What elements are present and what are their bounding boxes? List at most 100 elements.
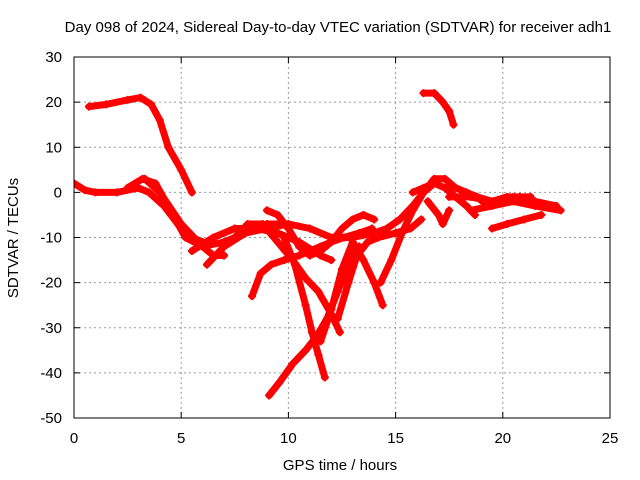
data-point-marker (320, 373, 329, 382)
data-point-marker (301, 301, 310, 310)
series-arc-l (316, 238, 387, 346)
data-point-marker (423, 197, 432, 206)
data-point-marker (230, 233, 239, 242)
data-point-marker (273, 210, 282, 219)
data-point-marker (305, 251, 314, 260)
data-point-marker (537, 210, 546, 219)
data-point-marker (265, 391, 274, 400)
data-point-marker (327, 238, 336, 247)
data-point-marker (258, 219, 267, 228)
y-tick-label: 30 (45, 49, 62, 66)
data-point-marker (155, 116, 164, 125)
data-point-marker (370, 215, 379, 224)
data-point-marker (440, 183, 449, 192)
data-point-marker (526, 192, 535, 201)
data-point-marker (353, 251, 362, 260)
data-point-marker (363, 238, 372, 247)
data-point-marker (295, 251, 304, 260)
series-arc-k (280, 233, 329, 382)
data-point-marker (164, 143, 173, 152)
data-point-marker (123, 183, 132, 192)
data-point-marker (123, 95, 132, 104)
data-point-marker (230, 224, 239, 233)
data-point-marker (140, 174, 149, 183)
x-axis-label: GPS time / hours (283, 457, 397, 474)
data-point-marker (462, 201, 471, 210)
data-point-marker (280, 256, 289, 265)
data-point-marker (314, 350, 323, 359)
y-axis-label: SDTVAR / TECUs (5, 178, 22, 298)
series-arc-i (262, 206, 379, 260)
data-point-marker (395, 215, 404, 224)
y-tick-label: 10 (45, 139, 62, 156)
data-point-marker (85, 102, 94, 111)
data-point-marker (181, 233, 190, 242)
data-point-marker (359, 210, 368, 219)
series-arc-a (85, 93, 196, 197)
data-point-marker (220, 251, 229, 260)
data-point-marker (419, 89, 428, 98)
data-point-marker (438, 219, 447, 228)
data-point-marker (327, 305, 336, 314)
data-point-marker (136, 93, 145, 102)
data-point-marker (333, 314, 342, 323)
data-point-marker (187, 188, 196, 197)
data-point-marker (378, 301, 387, 310)
data-point-marker (273, 238, 282, 247)
data-point-marker (301, 346, 310, 355)
data-point-marker (344, 278, 353, 287)
data-point-marker (202, 260, 211, 269)
axis-tick-labels: 0 5 10 15 20 25 -50 -40 -30 -20 -10 0 10 20 30 (40, 49, 618, 447)
data-point-marker (267, 260, 276, 269)
data-point-marker (301, 274, 310, 283)
data-point-marker (256, 269, 265, 278)
data-point-marker (520, 215, 529, 224)
series-arc-j (265, 242, 364, 400)
data-point-marker (177, 165, 186, 174)
series-layer (74, 89, 565, 400)
data-point-marker (348, 215, 357, 224)
data-point-marker (340, 233, 349, 242)
series-trace (424, 197, 453, 228)
x-tick-label: 25 (602, 430, 619, 447)
data-point-marker (348, 238, 357, 247)
data-point-marker (473, 192, 482, 201)
data-point-marker (466, 206, 475, 215)
data-point-marker (280, 233, 289, 242)
data-point-marker (80, 186, 89, 195)
data-point-marker (374, 233, 383, 242)
data-point-marker (187, 247, 196, 256)
y-tick-label: -20 (40, 275, 62, 292)
data-point-marker (434, 210, 443, 219)
axis-ticks (73, 56, 611, 419)
x-tick-label: 10 (280, 430, 297, 447)
series-trace (488, 211, 545, 232)
data-point-marker (147, 100, 156, 109)
x-tick-label: 20 (494, 430, 511, 447)
data-point-marker (275, 377, 284, 386)
data-point-marker (359, 256, 368, 265)
series-arc-u (488, 210, 546, 233)
data-point-marker (305, 224, 314, 233)
data-point-marker (91, 188, 100, 197)
data-point-marker (284, 224, 293, 233)
x-tick-label: 0 (70, 430, 78, 447)
data-point-marker (430, 174, 439, 183)
data-point-marker (209, 233, 218, 242)
y-tick-label: -40 (40, 365, 62, 382)
data-point-marker (488, 224, 497, 233)
data-point-marker (440, 174, 449, 183)
series-arc-t (473, 192, 535, 206)
series-trace (280, 234, 329, 381)
data-point-marker (288, 359, 297, 368)
data-point-marker (102, 100, 111, 109)
data-point-marker (262, 206, 271, 215)
data-point-marker (155, 188, 164, 197)
data-point-marker (314, 287, 323, 296)
data-point-marker (515, 192, 524, 201)
data-point-marker (74, 179, 78, 188)
data-point-marker (438, 98, 447, 107)
y-tick-label: -30 (40, 320, 62, 337)
x-tick-label: 5 (177, 430, 185, 447)
